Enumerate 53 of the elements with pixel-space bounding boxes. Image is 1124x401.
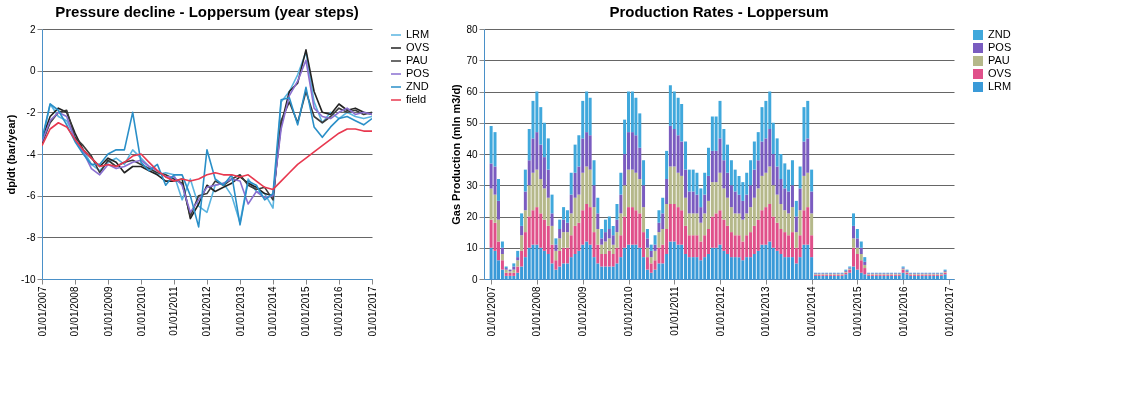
legend-label: field [406,93,427,105]
y-axis-title: dp/dt (bar/year) [5,114,18,195]
x-tick-label: 01/01/2017 [943,286,955,337]
legend-label: LRM [988,80,1012,92]
x-tick-label: 01/01/2009 [577,286,589,337]
y-tick-label: 0 [29,65,36,77]
x-tick-label: 01/01/2016 [333,286,345,337]
y-tick-label: -6 [26,190,36,202]
y-tick-label: 0 [471,273,478,285]
x-tick-label: 01/01/2015 [851,286,863,337]
legend-label: POS [988,41,1012,53]
x-tick-label: 01/01/2010 [135,286,147,337]
legend-label: POS [406,67,430,79]
y-tick-label: -10 [21,273,36,285]
y-tick-label: -2 [26,106,36,118]
y-tick-label: 40 [466,148,478,160]
x-tick-label: 01/01/2007 [36,286,48,337]
x-tick-label: 01/01/2014 [267,286,279,337]
x-tick-label: 01/01/2008 [69,286,81,337]
y-tick-label: 50 [466,117,478,129]
y-tick-label: -8 [26,231,36,243]
legend-label: OVS [988,67,1012,79]
x-tick-label: 01/01/2011 [168,286,180,336]
chart-title: Production Rates - Loppersum [609,3,829,20]
legend-label: PAU [406,54,428,66]
legend-label: ZND [988,28,1011,40]
x-tick-label: 01/01/2014 [806,286,818,337]
y-tick-label: 60 [466,86,478,97]
x-tick-label: 01/01/2011 [668,286,680,336]
x-tick-label: 01/01/2007 [485,286,497,337]
y-tick-label: 20 [466,211,478,222]
x-tick-label: 01/01/2008 [531,286,543,337]
x-tick-label: 01/01/2010 [623,286,634,337]
legend-label: PAU [988,54,1010,66]
y-tick-label: -4 [26,148,36,160]
x-tick-label: 01/01/2013 [234,286,246,337]
y-tick-label: 80 [466,23,478,35]
y-tick-label: 70 [466,54,478,66]
x-tick-label: 01/01/2015 [300,286,312,337]
legend-label: OVS [406,41,430,53]
y-axis-title: Gas Production (mln m3/d) [450,83,463,225]
x-tick-label: 01/01/2013 [760,286,772,337]
y-tick-label: 10 [466,242,478,254]
y-tick-label: 2 [29,23,36,35]
legend-label: LRM [406,28,430,40]
x-tick-label: 01/01/2016 [897,286,909,337]
x-tick-label: 01/01/2012 [201,286,213,337]
x-tick-label: 01/01/2009 [102,286,114,337]
x-tick-label: 01/01/2012 [714,286,726,337]
y-tick-label: 30 [466,179,478,191]
x-tick-label: 01/01/2017 [366,286,378,337]
legend-label: ZND [406,80,429,92]
chart-title: Pressure decline - Loppersum (year steps) [55,3,359,20]
